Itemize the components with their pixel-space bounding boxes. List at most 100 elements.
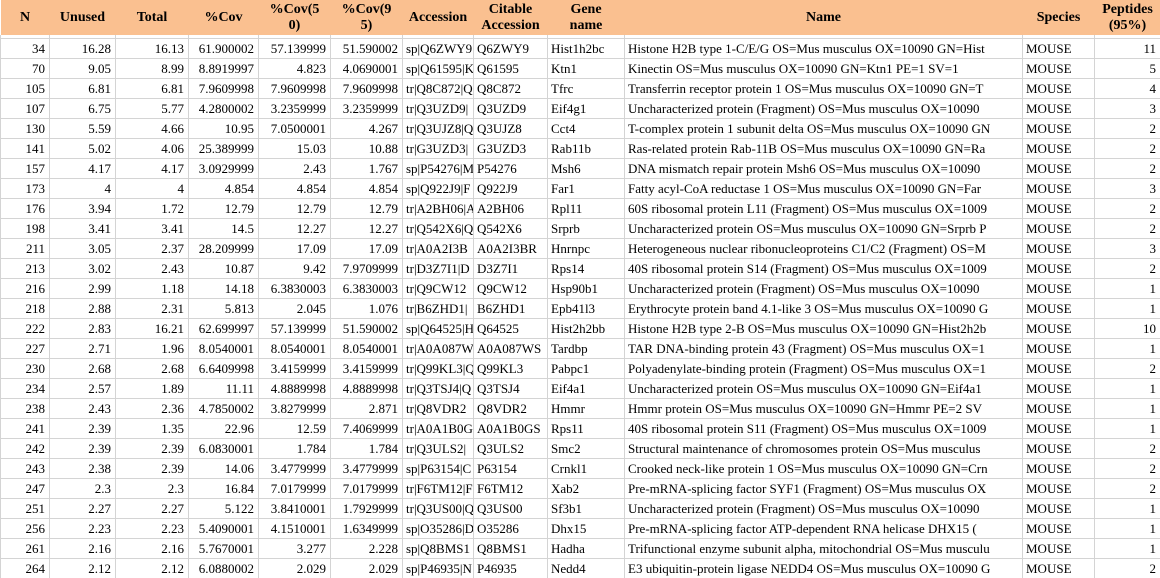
cell-cov50[interactable]: 1.784 bbox=[258, 438, 331, 459]
cell-accession[interactable]: tr|Q542X6|Q bbox=[402, 218, 474, 239]
cell-unused[interactable]: 2.27 bbox=[49, 498, 116, 519]
cell-species[interactable]: MOUSE bbox=[1022, 238, 1095, 259]
cell-gene[interactable]: Eif4g1 bbox=[547, 98, 625, 119]
cell-peptides[interactable]: 1 bbox=[1094, 518, 1160, 539]
cell-n[interactable]: 261 bbox=[0, 538, 50, 559]
cell-n[interactable]: 198 bbox=[0, 218, 50, 239]
cell-cov[interactable]: 5.813 bbox=[188, 298, 259, 319]
cell-gene[interactable]: Crnkl1 bbox=[547, 458, 625, 479]
cell-cov95[interactable]: 3.2359999 bbox=[330, 98, 403, 119]
cell-unused[interactable]: 5.02 bbox=[49, 138, 116, 159]
cell-total[interactable]: 2.68 bbox=[115, 358, 189, 379]
cell-cov50[interactable]: 3.4779999 bbox=[258, 458, 331, 479]
cell-total[interactable]: 16.21 bbox=[115, 318, 189, 339]
cell-name[interactable]: TAR DNA-binding protein 43 (Fragment) OS… bbox=[624, 338, 1023, 359]
column-header-name[interactable]: Name bbox=[624, 0, 1023, 35]
cell-accession[interactable]: tr|G3UZD3| bbox=[402, 138, 474, 159]
cell-species[interactable]: MOUSE bbox=[1022, 358, 1095, 379]
cell-citable[interactable]: Q99KL3 bbox=[473, 358, 548, 379]
cell-accession[interactable]: sp|Q61595|K bbox=[402, 58, 474, 79]
cell-name[interactable]: 40S ribosomal protein S11 (Fragment) OS=… bbox=[624, 418, 1023, 439]
cell-unused[interactable]: 2.99 bbox=[49, 278, 116, 299]
cell-n[interactable]: 243 bbox=[0, 458, 50, 479]
cell-peptides[interactable]: 2 bbox=[1094, 458, 1160, 479]
cell-total[interactable]: 2.36 bbox=[115, 398, 189, 419]
cell-cov95[interactable]: 8.0540001 bbox=[330, 338, 403, 359]
cell-unused[interactable]: 3.94 bbox=[49, 198, 116, 219]
cell-cov50[interactable]: 3.4159999 bbox=[258, 358, 331, 379]
cell-cov95[interactable]: 1.767 bbox=[330, 158, 403, 179]
cell-cov95[interactable]: 7.4069999 bbox=[330, 418, 403, 439]
cell-cov[interactable]: 61.900002 bbox=[188, 38, 259, 59]
cell-accession[interactable]: tr|Q99KL3|Q bbox=[402, 358, 474, 379]
cell-gene[interactable]: Sf3b1 bbox=[547, 498, 625, 519]
cell-peptides[interactable]: 2 bbox=[1094, 138, 1160, 159]
cell-citable[interactable]: Q61595 bbox=[473, 58, 548, 79]
cell-n[interactable]: 34 bbox=[0, 38, 50, 59]
cell-gene[interactable]: Dhx15 bbox=[547, 518, 625, 539]
cell-cov[interactable]: 4.7850002 bbox=[188, 398, 259, 419]
cell-cov[interactable]: 22.96 bbox=[188, 418, 259, 439]
cell-cov50[interactable]: 57.139999 bbox=[258, 38, 331, 59]
cell-cov95[interactable]: 4.854 bbox=[330, 178, 403, 199]
cell-citable[interactable]: P63154 bbox=[473, 458, 548, 479]
cell-cov95[interactable]: 1.6349999 bbox=[330, 518, 403, 539]
cell-cov95[interactable]: 10.88 bbox=[330, 138, 403, 159]
cell-citable[interactable]: Q3UZD9 bbox=[473, 98, 548, 119]
cell-cov95[interactable]: 1.784 bbox=[330, 438, 403, 459]
cell-accession[interactable]: tr|Q9CW12 bbox=[402, 278, 474, 299]
cell-unused[interactable]: 5.59 bbox=[49, 118, 116, 139]
cell-accession[interactable]: sp|O35286|D bbox=[402, 518, 474, 539]
cell-name[interactable]: Erythrocyte protein band 4.1-like 3 OS=M… bbox=[624, 298, 1023, 319]
cell-gene[interactable]: Cct4 bbox=[547, 118, 625, 139]
cell-total[interactable]: 5.77 bbox=[115, 98, 189, 119]
cell-unused[interactable]: 2.12 bbox=[49, 558, 116, 578]
cell-gene[interactable]: Far1 bbox=[547, 178, 625, 199]
column-header-accession[interactable]: Accession bbox=[402, 0, 474, 35]
cell-gene[interactable]: Hist1h2bc bbox=[547, 38, 625, 59]
cell-name[interactable]: DNA mismatch repair protein Msh6 OS=Mus … bbox=[624, 158, 1023, 179]
cell-cov95[interactable]: 1.076 bbox=[330, 298, 403, 319]
cell-gene[interactable]: Tardbp bbox=[547, 338, 625, 359]
cell-total[interactable]: 2.3 bbox=[115, 478, 189, 499]
cell-species[interactable]: MOUSE bbox=[1022, 278, 1095, 299]
cell-total[interactable]: 2.39 bbox=[115, 458, 189, 479]
cell-total[interactable]: 6.81 bbox=[115, 78, 189, 99]
cell-peptides[interactable]: 2 bbox=[1094, 438, 1160, 459]
cell-total[interactable]: 2.39 bbox=[115, 438, 189, 459]
cell-accession[interactable]: tr|Q8VDR2 bbox=[402, 398, 474, 419]
cell-cov95[interactable]: 3.4159999 bbox=[330, 358, 403, 379]
cell-accession[interactable]: tr|Q3UJZ8|Q bbox=[402, 118, 474, 139]
cell-name[interactable]: Fatty acyl-CoA reductase 1 OS=Mus muscul… bbox=[624, 178, 1023, 199]
cell-cov95[interactable]: 12.27 bbox=[330, 218, 403, 239]
cell-name[interactable]: Trifunctional enzyme subunit alpha, mito… bbox=[624, 538, 1023, 559]
cell-cov95[interactable]: 7.0179999 bbox=[330, 478, 403, 499]
cell-cov[interactable]: 8.0540001 bbox=[188, 338, 259, 359]
cell-accession[interactable]: sp|P63154|C bbox=[402, 458, 474, 479]
cell-species[interactable]: MOUSE bbox=[1022, 518, 1095, 539]
cell-accession[interactable]: tr|Q3ULS2| bbox=[402, 438, 474, 459]
cell-n[interactable]: 238 bbox=[0, 398, 50, 419]
cell-n[interactable]: 222 bbox=[0, 318, 50, 339]
cell-peptides[interactable]: 1 bbox=[1094, 338, 1160, 359]
cell-n[interactable]: 242 bbox=[0, 438, 50, 459]
cell-gene[interactable]: Ktn1 bbox=[547, 58, 625, 79]
cell-unused[interactable]: 2.16 bbox=[49, 538, 116, 559]
cell-name[interactable]: Hmmr protein OS=Mus musculus OX=10090 GN… bbox=[624, 398, 1023, 419]
cell-gene[interactable]: Msh6 bbox=[547, 158, 625, 179]
cell-peptides[interactable]: 1 bbox=[1094, 398, 1160, 419]
cell-species[interactable]: MOUSE bbox=[1022, 478, 1095, 499]
cell-n[interactable]: 107 bbox=[0, 98, 50, 119]
cell-unused[interactable]: 4 bbox=[49, 178, 116, 199]
cell-peptides[interactable]: 11 bbox=[1094, 38, 1160, 59]
cell-total[interactable]: 1.96 bbox=[115, 338, 189, 359]
cell-peptides[interactable]: 5 bbox=[1094, 58, 1160, 79]
cell-unused[interactable]: 2.88 bbox=[49, 298, 116, 319]
cell-citable[interactable]: A0A087WS bbox=[473, 338, 548, 359]
cell-n[interactable]: 227 bbox=[0, 338, 50, 359]
cell-peptides[interactable]: 1 bbox=[1094, 298, 1160, 319]
cell-gene[interactable]: Epb41l3 bbox=[547, 298, 625, 319]
cell-name[interactable]: 40S ribosomal protein S14 (Fragment) OS=… bbox=[624, 258, 1023, 279]
cell-unused[interactable]: 4.17 bbox=[49, 158, 116, 179]
cell-cov95[interactable]: 12.79 bbox=[330, 198, 403, 219]
